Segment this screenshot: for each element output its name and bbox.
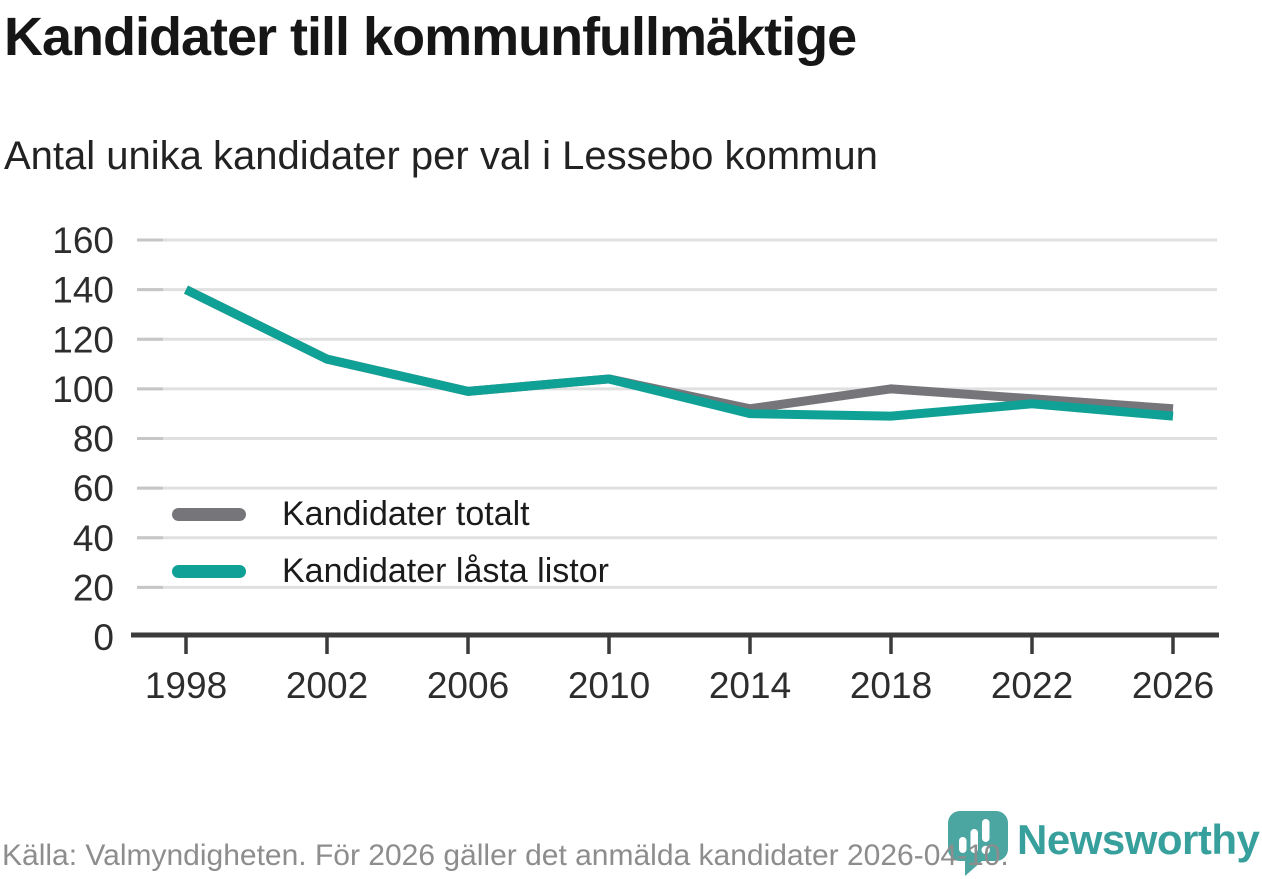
- x-axis-tick-label: 2006: [427, 665, 509, 706]
- y-axis-tick-label: 40: [73, 518, 114, 559]
- legend-swatch-teal: [172, 565, 246, 578]
- newsworthy-logo: Newsworthy: [946, 809, 1260, 877]
- legend-swatch-gray: [172, 508, 246, 521]
- x-axis-tick-label: 1998: [145, 665, 227, 706]
- y-axis-tick-label: 80: [73, 419, 114, 460]
- y-axis-tick-label: 60: [73, 468, 114, 509]
- chart-title: Kandidater till kommunfullmäktige: [4, 7, 857, 67]
- legend-item-kandidater-lasta-listor: Kandidater låsta listor: [172, 551, 609, 592]
- legend-label-kandidater-lasta-listor: Kandidater låsta listor: [282, 552, 609, 590]
- newsworthy-pin-icon: [948, 811, 1008, 876]
- chart-legend: Kandidater totalt Kandidater låsta listo…: [172, 494, 609, 592]
- y-axis-tick-label: 160: [52, 220, 114, 261]
- chart-subtitle: Antal unika kandidater per val i Lessebo…: [4, 134, 878, 178]
- x-axis-tick-label: 2022: [991, 665, 1073, 706]
- legend-label-kandidater-totalt: Kandidater totalt: [282, 495, 530, 533]
- y-axis-tick-label: 120: [52, 319, 114, 360]
- x-axis-tick-label: 2002: [286, 665, 368, 706]
- series-line-kandidater-l-sta-listor: [184, 285, 1174, 421]
- x-axis-tick-label: 2026: [1132, 665, 1214, 706]
- y-axis-tick-label: 100: [52, 369, 114, 410]
- x-axis-tick-label: 2010: [568, 665, 650, 706]
- series-line-kandidater-totalt: [184, 285, 1174, 414]
- y-axis-tick-label: 20: [73, 567, 114, 608]
- source-note: Källa: Valmyndigheten. För 2026 gäller d…: [2, 839, 1009, 872]
- x-axis-tick-label: 2018: [850, 665, 932, 706]
- x-axis-tick-label: 2014: [709, 665, 791, 706]
- newsworthy-brand-text: Newsworthy: [1017, 816, 1260, 863]
- y-axis-tick-label: 140: [52, 270, 114, 311]
- line-chart-plot: 0 20 40 60 80 100 120 140 160 1998 2002 2006 2010 201…: [52, 220, 1219, 706]
- y-axis-tick-label: 0: [93, 617, 114, 658]
- legend-item-kandidater-totalt: Kandidater totalt: [172, 494, 609, 535]
